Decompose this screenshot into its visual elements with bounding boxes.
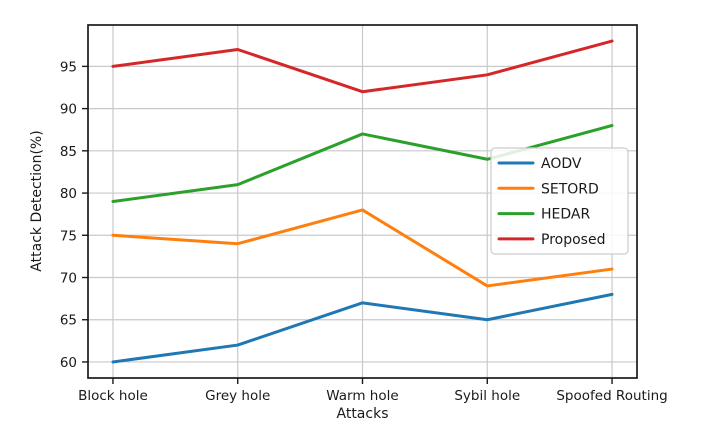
x-tick-label: Spoofed Routing	[556, 388, 667, 404]
series-line-proposed	[111, 39, 614, 94]
legend-label: Proposed	[541, 232, 605, 248]
legend-label: AODV	[541, 156, 582, 172]
legend-label: HEDAR	[541, 207, 590, 223]
y-tick-label: 80	[60, 186, 77, 202]
x-tick-label: Warm hole	[326, 388, 398, 404]
y-tick-label: 65	[60, 313, 77, 329]
series-line-setord	[111, 208, 614, 288]
x-axis-label: Attacks	[336, 406, 389, 422]
y-tick-label: 60	[60, 355, 77, 371]
legend-item-setord: SETORD	[497, 181, 599, 197]
y-axis-label: Attack Detection(%)	[29, 130, 45, 272]
legend-item-aodv: AODV	[497, 156, 582, 172]
legend-item-hedar: HEDAR	[497, 207, 590, 223]
legend-label: SETORD	[541, 181, 599, 197]
legend: AODV SETORD HEDAR Proposed	[490, 147, 629, 255]
y-tick-label: 75	[60, 228, 77, 244]
x-tick-label: Block hole	[78, 388, 148, 404]
legend-item-proposed: Proposed	[497, 232, 605, 248]
legend-frame	[490, 147, 629, 255]
y-tick-label: 85	[60, 144, 77, 160]
x-tick-label: Sybil hole	[454, 388, 520, 404]
y-tick-label: 95	[60, 59, 77, 75]
y-tick-label: 90	[60, 102, 77, 118]
x-tick-label: Grey hole	[205, 388, 270, 404]
series-line-aodv	[111, 292, 614, 364]
y-tick-label: 70	[60, 271, 77, 287]
